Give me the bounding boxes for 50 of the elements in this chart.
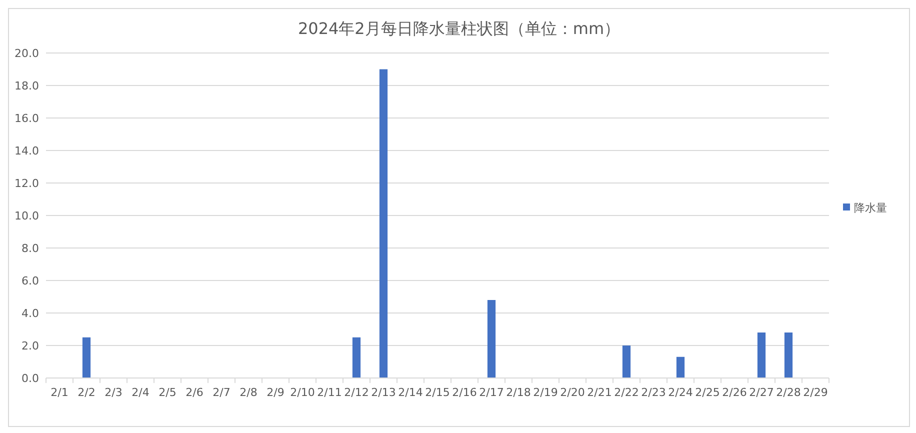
x-tick-label: 2/2 bbox=[78, 386, 96, 399]
x-tick-label: 2/14 bbox=[398, 386, 423, 399]
y-tick-label: 4.0 bbox=[22, 306, 39, 320]
y-tick-label: 18.0 bbox=[14, 79, 39, 92]
bar bbox=[379, 69, 388, 378]
x-tick-label: 2/29 bbox=[803, 386, 828, 399]
x-tick-label: 2/5 bbox=[158, 386, 176, 399]
bar bbox=[622, 346, 631, 378]
bar bbox=[676, 356, 685, 378]
bar bbox=[82, 337, 91, 378]
x-tick-label: 2/7 bbox=[212, 386, 230, 399]
x-tick-label: 2/4 bbox=[132, 386, 150, 399]
x-tick-label: 2/20 bbox=[560, 386, 585, 399]
y-tick-label: 16.0 bbox=[14, 112, 39, 125]
y-tick-label: 10.0 bbox=[14, 209, 39, 222]
y-tick-label: 12.0 bbox=[14, 176, 39, 190]
x-tick-label: 2/13 bbox=[371, 386, 396, 399]
x-tick-label: 2/25 bbox=[695, 386, 720, 399]
x-tick-label: 2/22 bbox=[614, 386, 639, 399]
x-tick-label: 2/28 bbox=[776, 386, 801, 399]
x-tick-label: 2/8 bbox=[240, 386, 258, 399]
y-tick-label: 20.0 bbox=[14, 46, 39, 60]
x-tick-label: 2/16 bbox=[452, 386, 477, 399]
x-tick-label: 2/1 bbox=[50, 386, 68, 399]
x-tick-label: 2/9 bbox=[266, 386, 284, 399]
x-tick-label: 2/27 bbox=[749, 386, 774, 399]
x-tick-label: 2/6 bbox=[186, 386, 204, 399]
x-tick-label: 2/21 bbox=[587, 386, 612, 399]
y-tick-label: 2.0 bbox=[22, 339, 39, 352]
bar bbox=[784, 332, 793, 378]
x-tick-label: 2/24 bbox=[668, 386, 693, 399]
y-tick-label: 8.0 bbox=[22, 242, 39, 255]
x-tick-label: 2/11 bbox=[317, 386, 342, 399]
x-tick-label: 2/18 bbox=[506, 386, 531, 399]
chart-title: 2024年2月每日降水量柱状图（单位：mm） bbox=[298, 19, 620, 38]
bar bbox=[487, 300, 496, 378]
x-tick-label: 2/15 bbox=[425, 386, 450, 399]
x-tick-label: 2/10 bbox=[290, 386, 315, 399]
x-tick-label: 2/19 bbox=[533, 386, 558, 399]
x-tick-label: 2/17 bbox=[479, 386, 504, 399]
bar bbox=[352, 337, 361, 378]
bar bbox=[757, 332, 766, 378]
y-tick-label: 0.0 bbox=[22, 372, 39, 385]
y-tick-label: 6.0 bbox=[22, 274, 39, 288]
x-tick-label: 2/26 bbox=[722, 386, 747, 399]
legend-label: 降水量 bbox=[854, 201, 887, 214]
x-tick-label: 2/23 bbox=[641, 386, 666, 399]
x-tick-label: 2/3 bbox=[104, 386, 122, 399]
x-tick-label: 2/12 bbox=[344, 386, 369, 399]
y-tick-label: 14.0 bbox=[14, 144, 39, 158]
